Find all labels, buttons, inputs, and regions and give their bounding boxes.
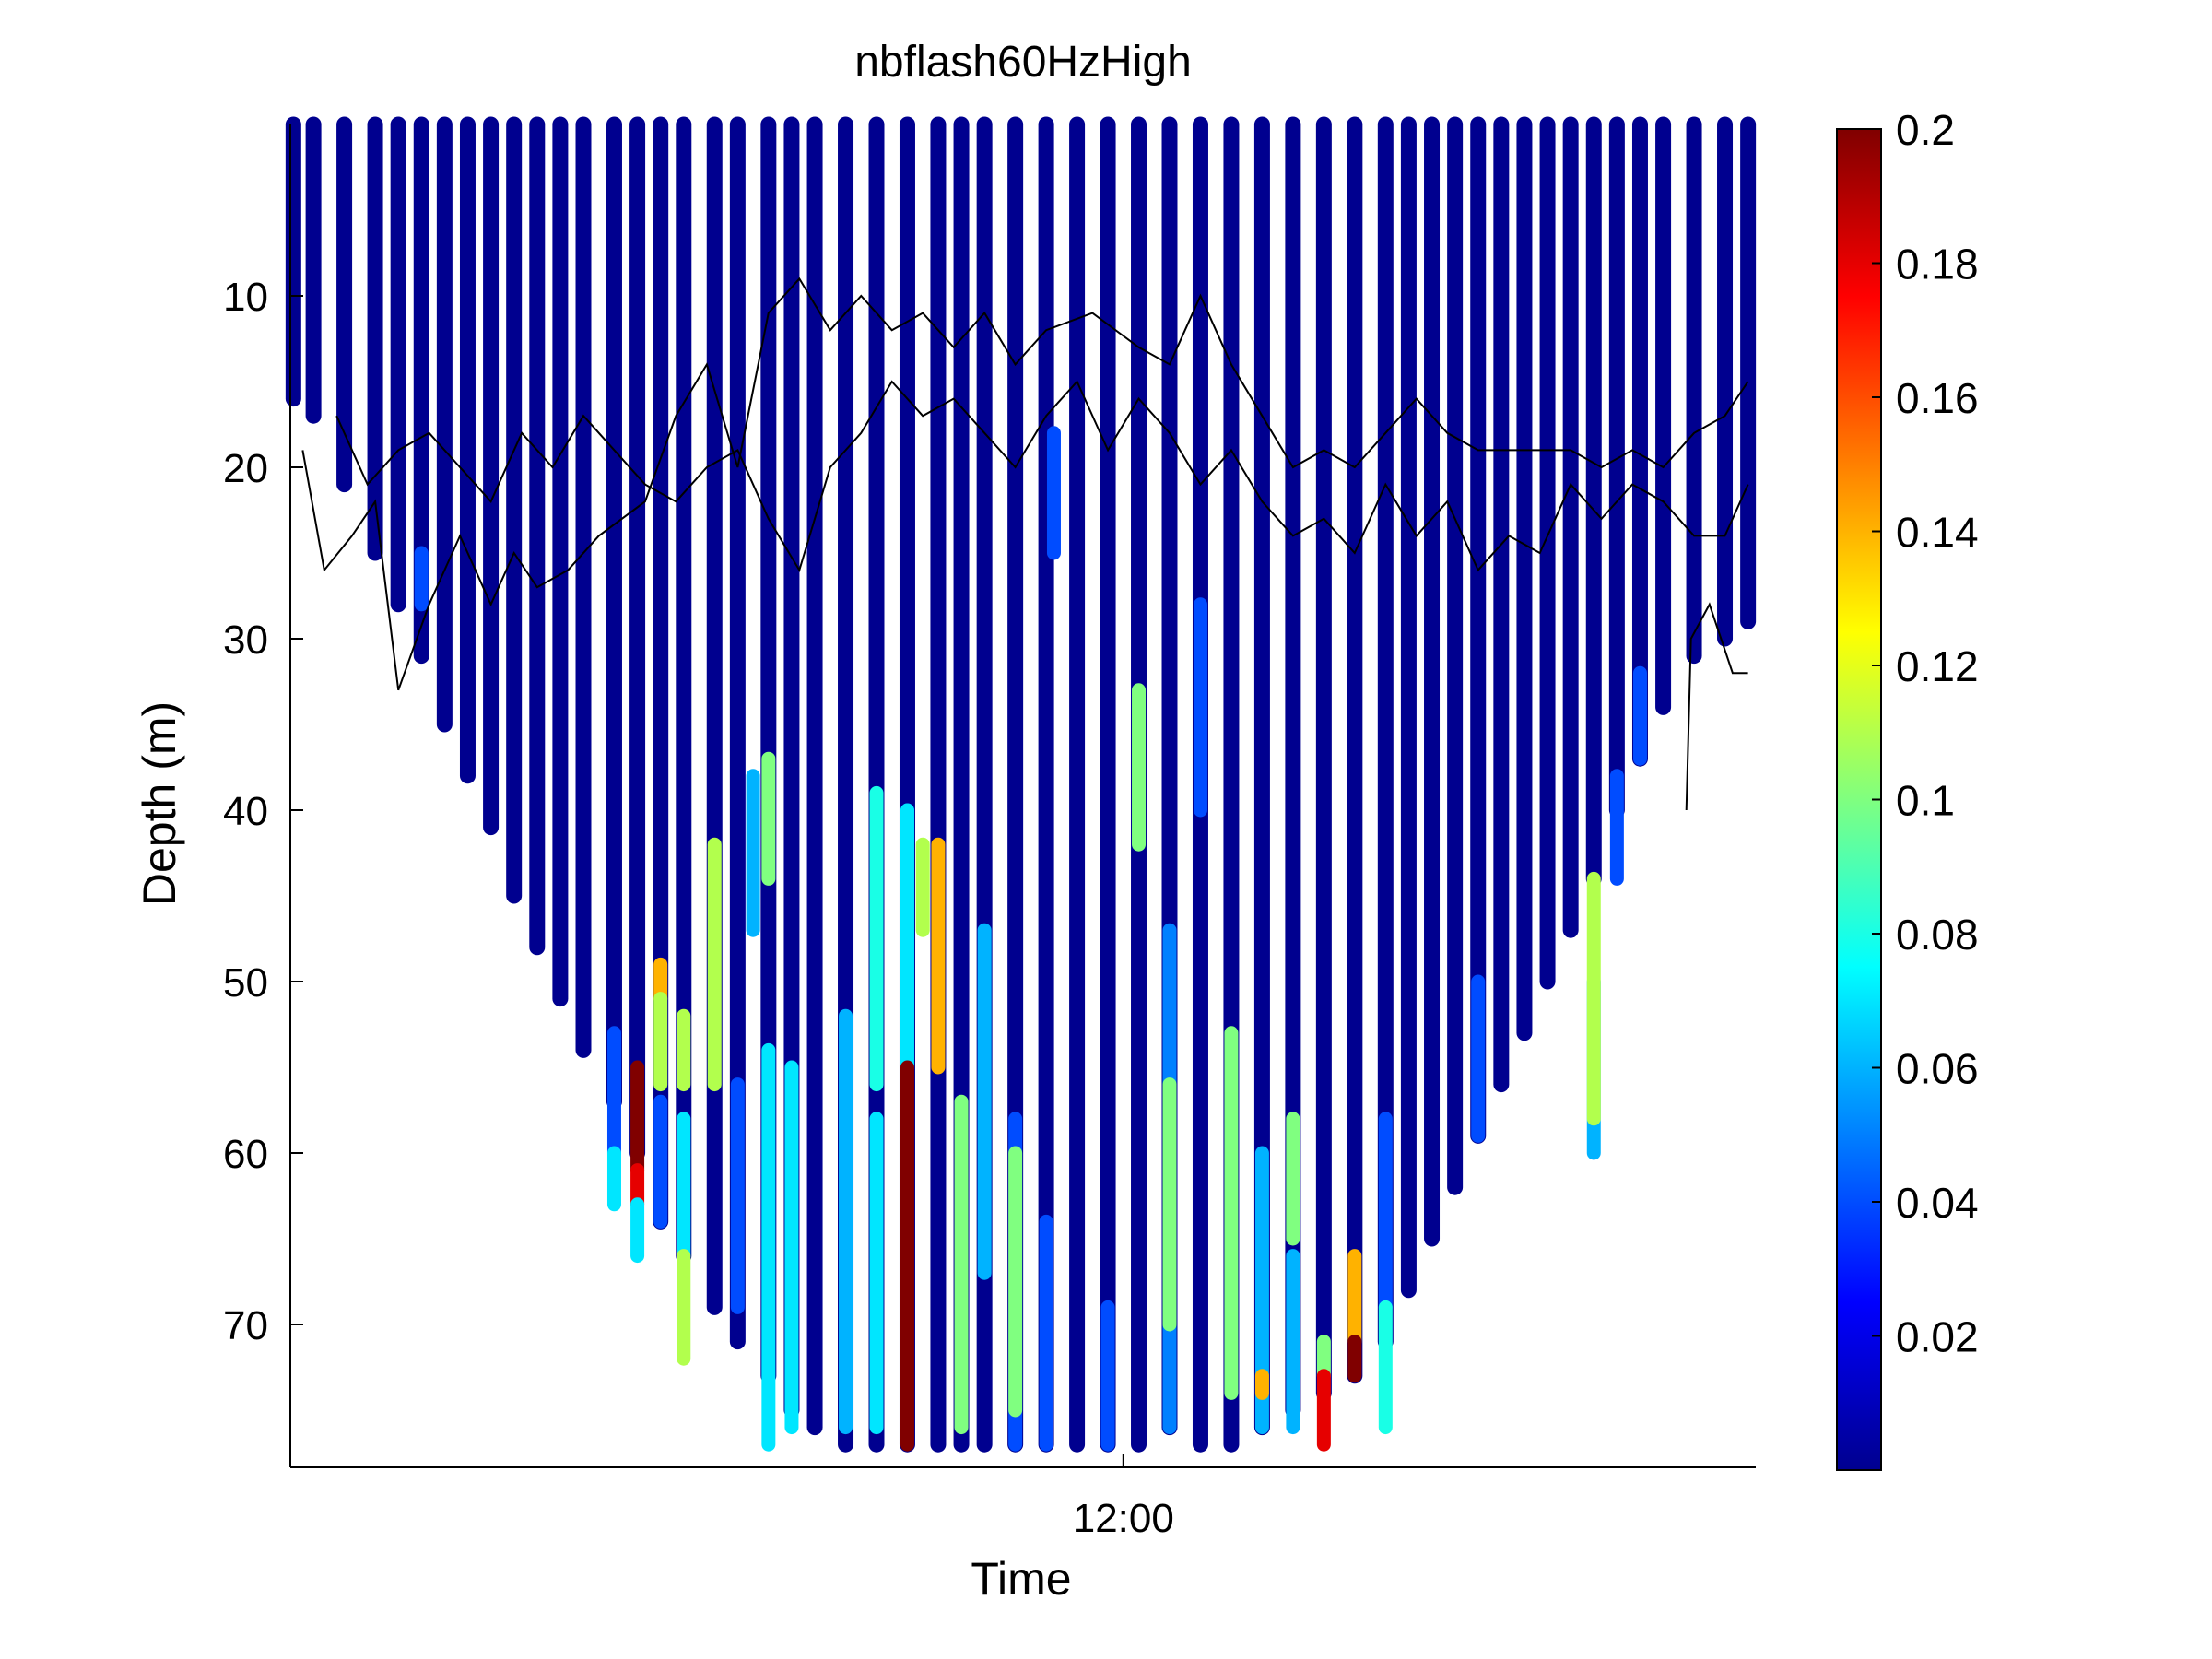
y-axis-label: Depth (m) [134, 701, 185, 906]
colorbar-tick-label-0: 0.02 [1896, 1313, 1979, 1361]
colorbar-tick-label-7: 0.16 [1896, 374, 1979, 422]
x-ticks: 12:00 [1073, 1454, 1174, 1541]
colorbar-tick-label-5: 0.12 [1896, 642, 1979, 690]
x-tick-label: 12:00 [1073, 1496, 1174, 1541]
y-tick-label-40: 40 [223, 789, 268, 834]
x-axis-label: Time [971, 1553, 1071, 1605]
y-tick-label-10: 10 [223, 275, 268, 320]
contour-line-0 [301, 276, 1749, 691]
y-tick-label-20: 20 [223, 446, 268, 491]
colorbar-tick-label-3: 0.08 [1896, 911, 1979, 959]
colorbar-tick-label-2: 0.06 [1896, 1045, 1979, 1093]
colorbar-tick-label-1: 0.04 [1896, 1179, 1979, 1227]
chart-title: nbflash60HzHigh [854, 38, 1192, 87]
contour-line-1 [335, 380, 1749, 573]
profiles-layer [285, 116, 1757, 1453]
colorbar: 0.02 0.04 0.06 0.08 0.1 0.12 0.14 0.16 0.18 0.2 [1836, 106, 1979, 1471]
contour-line-2 [1685, 602, 1748, 811]
y-ticks: 10 20 30 40 50 60 70 [223, 275, 303, 1348]
colorbar-tick-label-4: 0.1 [1896, 777, 1955, 825]
colorbar-tick-label-6: 0.14 [1896, 509, 1979, 557]
colorbar-tick-label-8: 0.18 [1896, 241, 1979, 288]
y-tick-label-50: 50 [223, 960, 268, 1006]
colorbar-ticks: 0.02 0.04 0.06 0.08 0.1 0.12 0.14 0.16 0.18 0.2 [1872, 106, 1979, 1361]
y-tick-label-70: 70 [223, 1303, 268, 1348]
y-tick-label-60: 60 [223, 1132, 268, 1177]
y-tick-label-30: 30 [223, 618, 268, 663]
colorbar-tick-label-9: 0.2 [1896, 106, 1955, 154]
contour-lines-layer [301, 276, 1749, 811]
axes [289, 124, 1756, 1468]
